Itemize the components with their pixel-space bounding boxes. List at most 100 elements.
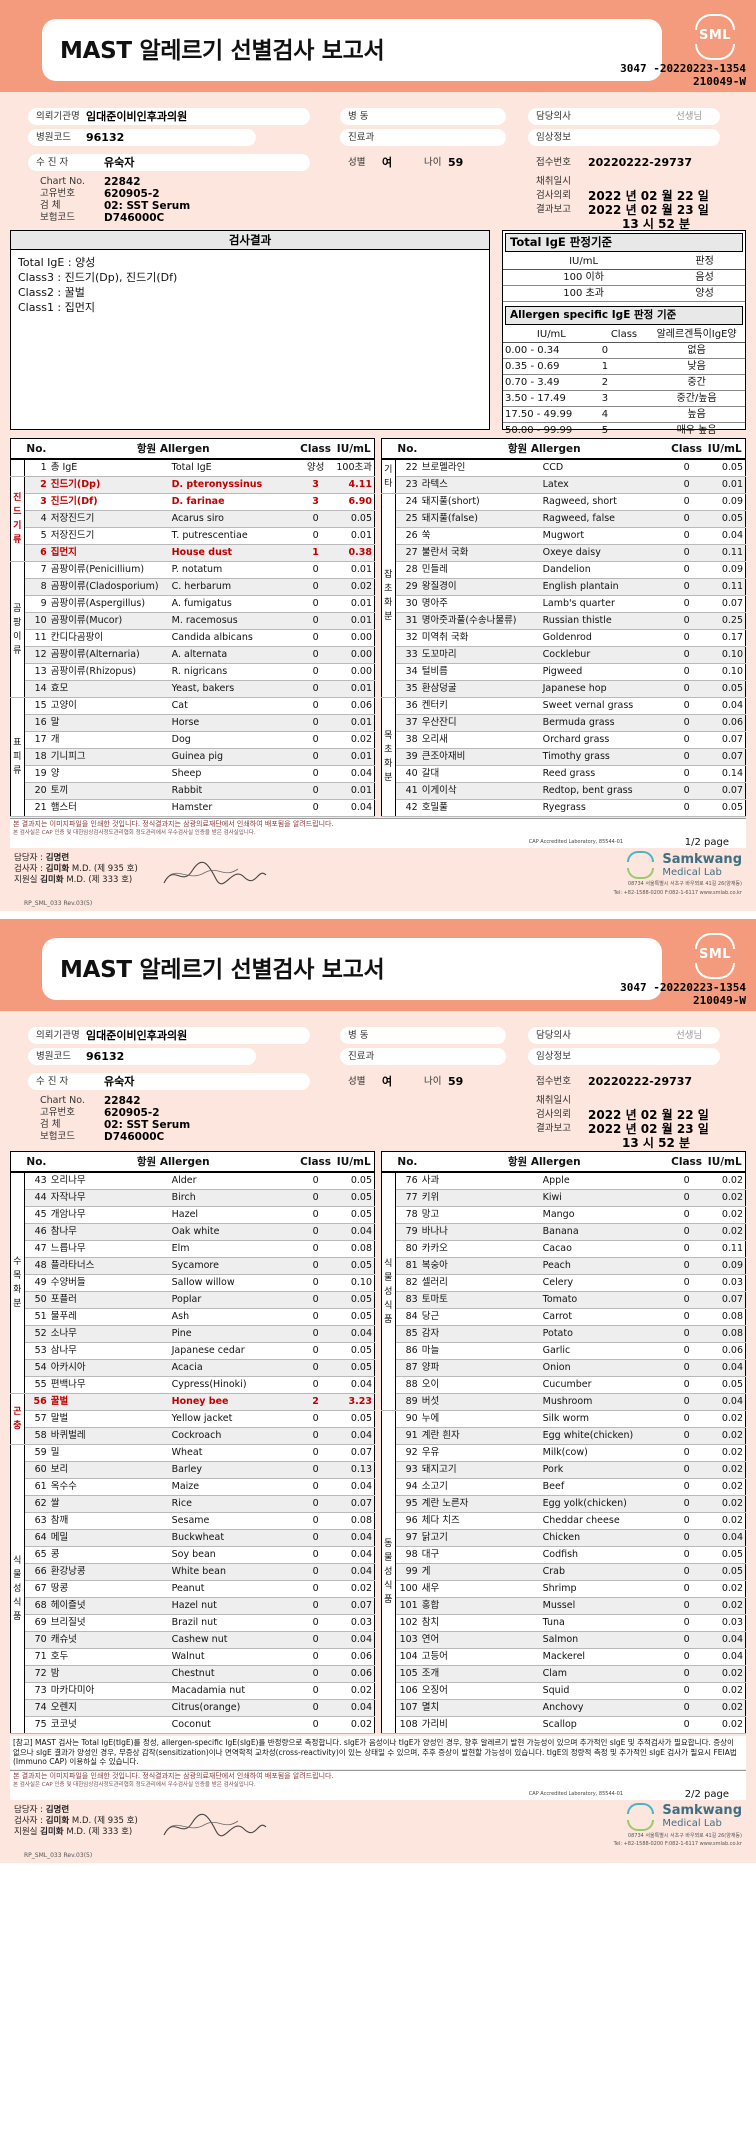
handwritten-signature-1	[163, 861, 267, 885]
cell-iu: 0.07	[704, 1291, 746, 1309]
sign-row-director: 지원실 김미화 M.D. (제 333 호)	[14, 875, 138, 886]
table-row: 92 우유 Milk(cow) 0 0.02	[382, 1444, 746, 1462]
cell-no: 99	[395, 1563, 420, 1581]
sign-value-staff: 김명련	[45, 853, 70, 863]
cell-no: 42	[395, 799, 420, 817]
cell-iu: 0.17	[704, 629, 746, 647]
cell-class: 0	[668, 1682, 705, 1700]
cell-allergen-kr: 홍합	[419, 1597, 541, 1615]
table-row: 13 곰팡이류(Rhizopus) R. nigricans 0 0.00	[11, 663, 375, 681]
cell-class: 0	[297, 646, 334, 664]
cell-iu: 0.05	[704, 799, 746, 817]
cell-iu: 0.07	[704, 782, 746, 800]
cell-allergen-en: Wheat	[169, 1444, 298, 1462]
cell-allergen-en: Milk(cow)	[540, 1444, 669, 1462]
cell-class: 양성	[297, 459, 334, 477]
cell-iu: 0.06	[333, 1665, 375, 1683]
cell-iu: 0.07	[333, 1495, 375, 1513]
cell-no: 28	[395, 561, 420, 579]
cell-allergen-en: Poplar	[169, 1291, 298, 1309]
cell-allergen-kr: 게	[419, 1563, 541, 1581]
lab-name-2: Samkwang	[662, 1803, 742, 1818]
cell-allergen-kr: 밀	[48, 1444, 170, 1462]
cell-no: 63	[24, 1512, 49, 1530]
sign-deg-reviewer-2: M.D. (제 935 호)	[71, 1815, 138, 1826]
cell-allergen-en: Macadamia nut	[169, 1682, 298, 1700]
cell-allergen-en: Hazel	[169, 1206, 298, 1224]
cell-class: 0	[297, 1529, 334, 1547]
value-reported-date-2: 2022 년 02 월 23 일	[588, 1122, 709, 1136]
cell-allergen-en: Chicken	[540, 1529, 669, 1547]
cell-iu: 0.04	[333, 1478, 375, 1496]
page-title-en: MAST	[60, 38, 132, 64]
table-row: 61 옥수수 Maize 0 0.04	[11, 1478, 375, 1496]
cell-allergen-en: Maize	[169, 1478, 298, 1496]
sign-row-reviewer: 검사자 : 김미화 M.D. (제 935 호)	[14, 864, 138, 875]
cell-iu: 0.07	[704, 731, 746, 749]
lab-subname: Medical Lab	[662, 866, 722, 878]
table-row: 86 마늘 Garlic 0 0.06	[382, 1342, 746, 1360]
cell-iu: 3.23	[333, 1393, 375, 1411]
table-row: 94 소고기 Beef 0 0.02	[382, 1478, 746, 1496]
cell-allergen-en: Candida albicans	[169, 629, 298, 647]
cell-iu: 0.04	[704, 1529, 746, 1547]
cell-no: 69	[24, 1614, 49, 1632]
sign-label-staff-2: 담당자 :	[14, 1804, 44, 1815]
value-chart-no-2: 22842	[104, 1095, 141, 1107]
cell-allergen-en: Ash	[169, 1308, 298, 1326]
cell-no: 104	[395, 1648, 420, 1666]
cell-allergen-kr: 환삼덩굴	[419, 680, 541, 698]
cell-level: 중간/높음	[648, 390, 745, 407]
table-row: 80 카카오 Cacao 0 0.11	[382, 1240, 746, 1258]
cell-no: 90	[395, 1410, 420, 1428]
cell-iu: 0.09	[704, 561, 746, 579]
cell-allergen-kr: 브로멜라인	[419, 459, 541, 477]
cell-iu: 0.06	[333, 1648, 375, 1666]
report-page-2: MAST 알레르기 선별검사 보고서 SML 3047 -20220223-13…	[0, 919, 756, 1863]
cell-allergen-kr: 체다 치즈	[419, 1512, 541, 1530]
cell-class: 0	[668, 1648, 705, 1666]
cell-iu: 0.13	[333, 1461, 375, 1479]
cell-iu: 0.09	[704, 493, 746, 511]
cell-no: 97	[395, 1529, 420, 1547]
cell-allergen-kr: 오이	[419, 1376, 541, 1394]
cell-class: 0	[668, 493, 705, 511]
cell-iu: 0.01	[333, 561, 375, 579]
table-row: 84 당근 Carrot 0 0.08	[382, 1308, 746, 1326]
cell-allergen-en: Rabbit	[169, 782, 298, 800]
cell-allergen-kr: 곰팡이류(Cladosporium)	[48, 578, 170, 596]
label-chart-no: Chart No.	[40, 176, 85, 187]
cell-allergen-kr: 헤이즐넛	[48, 1597, 170, 1615]
cell-no: 15	[24, 697, 49, 715]
cell-iu: 100초과	[333, 459, 375, 477]
value-sex: 여	[382, 156, 393, 169]
cell-iu: 0.02	[704, 1512, 746, 1530]
cell-allergen-kr: 털비름	[419, 663, 541, 681]
cell-allergen-en: Peach	[540, 1257, 669, 1275]
cell-class: 0	[297, 714, 334, 732]
cell-allergen-en: Ryegrass	[540, 799, 669, 817]
cell-allergen-en: Tuna	[540, 1614, 669, 1632]
value-requested-date: 2022 년 02 월 22 일	[588, 189, 709, 203]
barcode-number-2: 3047 -20220223-1354 210049-W	[620, 981, 746, 1007]
cell-iu: 0.04	[333, 1325, 375, 1343]
cell-allergen-en: Cocklebur	[540, 646, 669, 664]
cap-accreditation-note: CAP Accredited Laboratory, 85544-01	[528, 839, 623, 845]
cell-allergen-kr: 명아줏과풀(수송나물류)	[419, 612, 541, 630]
sml-logo-icon-2: SML	[692, 933, 738, 979]
cell-allergen-en: Beef	[540, 1478, 669, 1496]
cell-iu: 4.11	[333, 476, 375, 494]
cell-allergen-en: Mackerel	[540, 1648, 669, 1666]
cell-no: 24	[395, 493, 420, 511]
col-judgement: 판정	[664, 254, 745, 270]
sign-label-reviewer-2: 검사자 :	[14, 1815, 44, 1826]
cell-no: 89	[395, 1393, 420, 1411]
label-clinical: 임상정보	[536, 132, 571, 143]
table-row: 11 칸디다곰팡이 Candida albicans 0 0.00	[11, 629, 375, 647]
field-ward-2	[340, 1027, 506, 1044]
cell-no: 91	[395, 1427, 420, 1445]
cell-class: 0	[297, 1597, 334, 1615]
